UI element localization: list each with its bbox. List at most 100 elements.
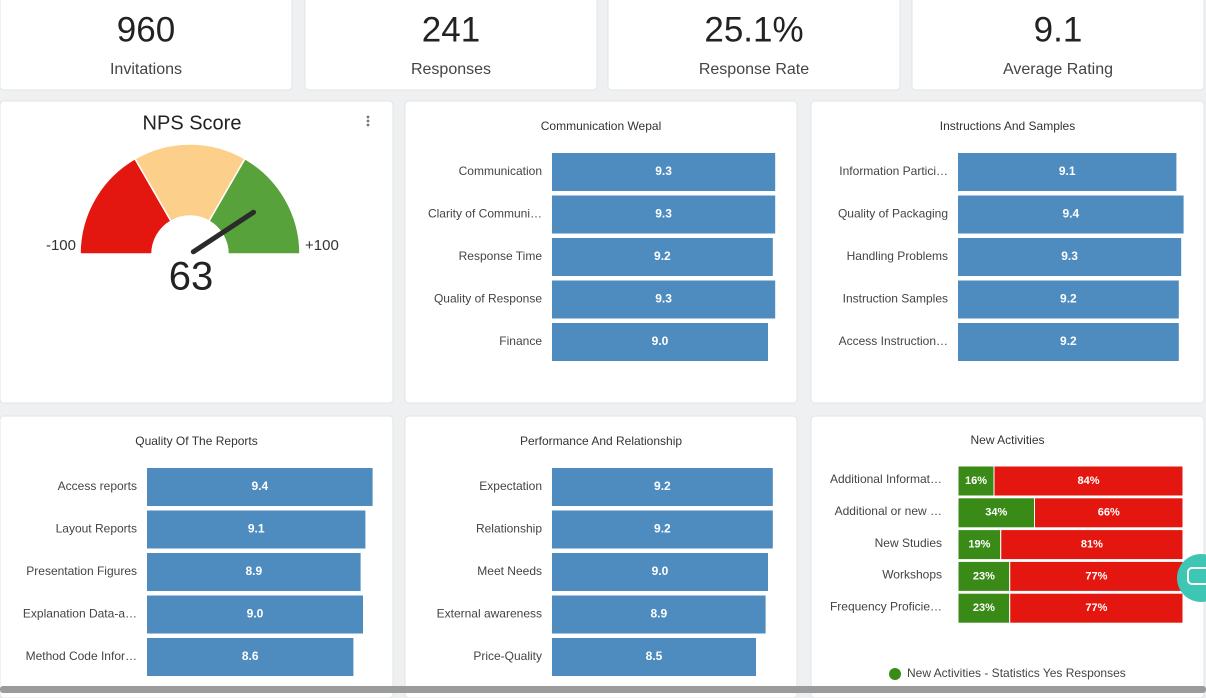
- value-label: 9.3: [655, 292, 672, 306]
- bar: [552, 323, 768, 361]
- value-label: 9.2: [654, 522, 671, 536]
- bar: [552, 238, 773, 276]
- value-label: 23%: [973, 570, 995, 582]
- card: [607, 0, 901, 91]
- kpi-label: Invitations: [110, 61, 182, 78]
- bar-segment: [1034, 497, 1184, 529]
- category-label: Method Code Infor…: [26, 649, 137, 663]
- bar: [147, 468, 373, 506]
- gauge-needle: [190, 209, 257, 255]
- category-label: Additional or new …: [835, 504, 942, 518]
- scrollbar[interactable]: [0, 686, 1206, 693]
- bar: [552, 280, 776, 319]
- bar: [552, 468, 773, 506]
- bar: [958, 153, 1177, 191]
- value-label: 8.6: [242, 649, 259, 663]
- bar: [552, 195, 776, 234]
- bar: [958, 323, 1179, 361]
- category-label: Price-Quality: [473, 649, 542, 663]
- category-label: Relationship: [476, 522, 542, 536]
- chat-icon: [1187, 567, 1206, 585]
- category-label: Meet Needs: [477, 564, 542, 578]
- category-label: Handling Problems: [847, 249, 948, 263]
- bar-segment: [993, 465, 1184, 497]
- chart-title: Performance And Relationship: [520, 434, 682, 448]
- value-label: 8.9: [245, 564, 262, 578]
- legend-marker: [889, 668, 901, 680]
- bar: [552, 638, 756, 676]
- bar-segment: [957, 465, 995, 497]
- value-label: 9.2: [1060, 292, 1077, 306]
- value-label: 8.5: [646, 649, 663, 663]
- chart-title: New Activities: [970, 433, 1044, 447]
- bar-segment: [957, 529, 1002, 561]
- value-label: 16%: [965, 475, 987, 487]
- value-label: 9.4: [1062, 207, 1079, 221]
- bar: [552, 153, 776, 191]
- category-label: Presentation Figures: [26, 564, 137, 578]
- value-label: 77%: [1085, 602, 1107, 614]
- menu-dot: [366, 115, 370, 119]
- category-label: Expectation: [479, 479, 542, 493]
- chart-title: Quality Of The Reports: [135, 434, 258, 448]
- gauge-band: [133, 143, 247, 223]
- kpi-label: Response Rate: [699, 61, 809, 78]
- value-label: 9.3: [655, 207, 672, 221]
- card: [911, 0, 1205, 91]
- bar-segment: [1009, 592, 1184, 624]
- value-label: 9.1: [1059, 164, 1076, 178]
- bar-segment: [957, 497, 1035, 529]
- value-label: 9.0: [247, 607, 264, 621]
- value-label: 84%: [1077, 475, 1099, 487]
- category-label: Information Partici…: [839, 164, 948, 178]
- bar-segment: [957, 560, 1011, 592]
- bar: [147, 638, 354, 676]
- kpi-value: 241: [422, 10, 480, 49]
- kpi-label: Responses: [411, 61, 491, 78]
- category-label: Instruction Samples: [843, 292, 948, 306]
- category-label: Additional Informat…: [830, 472, 942, 486]
- gauge-max: +100: [305, 237, 339, 254]
- value-label: 9.4: [251, 479, 268, 493]
- value-label: 9.2: [654, 249, 671, 263]
- kpi-label: Average Rating: [1003, 61, 1113, 78]
- category-label: New Studies: [875, 536, 942, 550]
- category-label: Quality of Response: [434, 292, 542, 306]
- value-label: 9.0: [652, 564, 669, 578]
- bar: [147, 553, 361, 591]
- chart-title: Communication Wepal: [541, 119, 662, 133]
- value-label: 9.1: [248, 522, 265, 536]
- value-label: 19%: [968, 539, 990, 551]
- value-label: 9.0: [652, 334, 669, 348]
- value-label: 8.9: [650, 607, 667, 621]
- chart-title: NPS Score: [143, 112, 242, 134]
- category-label: External awareness: [437, 607, 542, 621]
- category-label: Quality of Packaging: [838, 207, 948, 221]
- bar: [552, 553, 768, 591]
- value-label: 34%: [985, 507, 1007, 519]
- chat-button[interactable]: [1177, 554, 1206, 602]
- gauge-value: 63: [169, 255, 214, 299]
- value-label: 9.3: [1061, 249, 1078, 263]
- bar: [958, 195, 1184, 234]
- kpi-value: 25.1%: [704, 10, 803, 49]
- category-label: Frequency Proficie…: [830, 599, 942, 613]
- legend-label: New Activities - Statistics Yes Response…: [907, 666, 1126, 680]
- value-label: 23%: [973, 602, 995, 614]
- category-label: Explanation Data-a…: [23, 607, 137, 621]
- value-label: 66%: [1098, 507, 1120, 519]
- menu-dot: [366, 119, 370, 123]
- category-label: Workshops: [882, 568, 942, 582]
- value-label: 9.2: [1060, 334, 1077, 348]
- category-label: Communication: [459, 164, 542, 178]
- gauge-min: -100: [46, 237, 76, 254]
- value-label: 81%: [1081, 539, 1103, 551]
- bar: [958, 280, 1179, 319]
- bar-segment: [1009, 560, 1184, 592]
- bar: [552, 595, 766, 634]
- bar-segment: [1000, 529, 1184, 561]
- category-label: Access reports: [58, 479, 137, 493]
